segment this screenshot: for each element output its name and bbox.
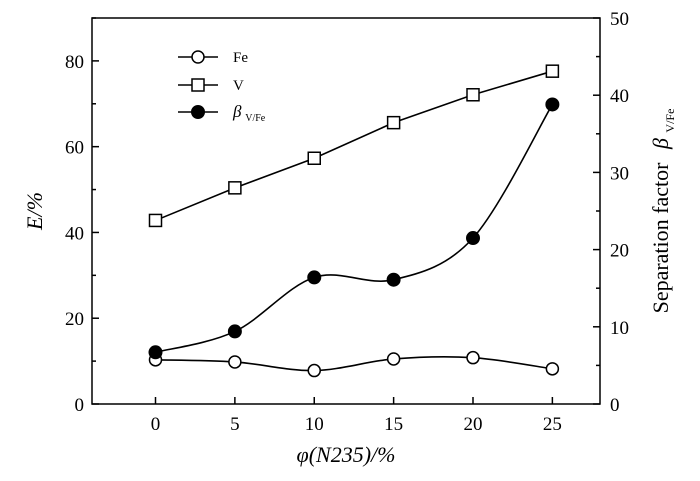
- data-point-fe: [545, 362, 560, 376]
- y-axis-right-label-subscript: V/Fe: [663, 109, 677, 133]
- data-point-beta: [466, 231, 480, 246]
- legend-label-v: V: [233, 78, 244, 94]
- series-line-fe: [155, 356, 553, 372]
- y-left-tick-label-4: 80: [65, 52, 84, 73]
- data-point-beta: [545, 97, 560, 112]
- data-point-beta: [148, 345, 163, 360]
- y-axis-right-label-text: Separation factor: [648, 162, 673, 314]
- y-left-tick-label-3: 60: [65, 138, 84, 159]
- y-left-tick-label-0: 0: [75, 395, 85, 416]
- legend-label-beta: β V/Fe: [232, 102, 266, 124]
- y-axis-right-label: Separation factor β V/Fe: [648, 109, 677, 314]
- y-right-tick-label-2: 20: [610, 241, 629, 262]
- y-right-tick-label-3: 30: [610, 163, 629, 184]
- legend-item-v: V: [178, 78, 244, 94]
- data-point-v: [228, 181, 242, 195]
- data-point-beta: [307, 270, 322, 285]
- x-tick-label-2: 10: [305, 414, 324, 435]
- legend-label-fe: Fe: [233, 50, 248, 66]
- y-right-tick-label-4: 40: [610, 86, 629, 107]
- legend-item-beta: β V/Fe: [178, 102, 266, 124]
- series-layer: [148, 64, 560, 378]
- data-point-v: [545, 64, 560, 78]
- y-right-tick-label-0: 0: [610, 395, 620, 416]
- legend-marker-fe: [191, 50, 205, 64]
- y-axis-left-label: E/%: [22, 192, 47, 231]
- legend: Fe V β V/Fe: [178, 50, 266, 124]
- data-point-fe: [466, 350, 480, 365]
- x-axis-label: φ(N235)/%: [297, 442, 396, 467]
- legend-marker-v: [191, 78, 205, 92]
- data-point-fe: [307, 363, 321, 378]
- y-right-tick-label-1: 10: [610, 318, 629, 339]
- x-tick-label-4: 20: [464, 414, 483, 435]
- data-point-v: [307, 151, 321, 165]
- y-right-tick-label-5: 50: [610, 9, 629, 30]
- plot-frame: [91, 17, 601, 405]
- y-left-tick-label-2: 40: [65, 223, 84, 244]
- y-axis-right-label-symbol: β: [648, 138, 673, 150]
- data-point-v: [148, 213, 163, 228]
- data-point-v: [386, 115, 401, 130]
- data-point-beta: [386, 272, 401, 287]
- data-point-v: [466, 88, 480, 102]
- x-tick-label-5: 25: [543, 414, 562, 435]
- tick-labels: 0 5 10 15 20 25 0 20 40 60 80 0 10 20 30 40 50: [65, 9, 629, 435]
- x-tick-label-1: 5: [230, 414, 240, 435]
- series-line-v: [155, 70, 553, 222]
- data-point-fe: [386, 352, 401, 366]
- x-tick-label-3: 15: [384, 414, 403, 435]
- data-point-fe: [228, 355, 242, 369]
- y-left-tick-label-1: 20: [65, 309, 84, 330]
- x-tick-label-0: 0: [151, 414, 161, 435]
- legend-marker-beta: [191, 105, 205, 119]
- series-line-beta: [155, 104, 554, 354]
- axis-ticks: [92, 17, 600, 405]
- legend-item-fe: Fe: [178, 50, 248, 66]
- data-point-beta: [227, 324, 242, 339]
